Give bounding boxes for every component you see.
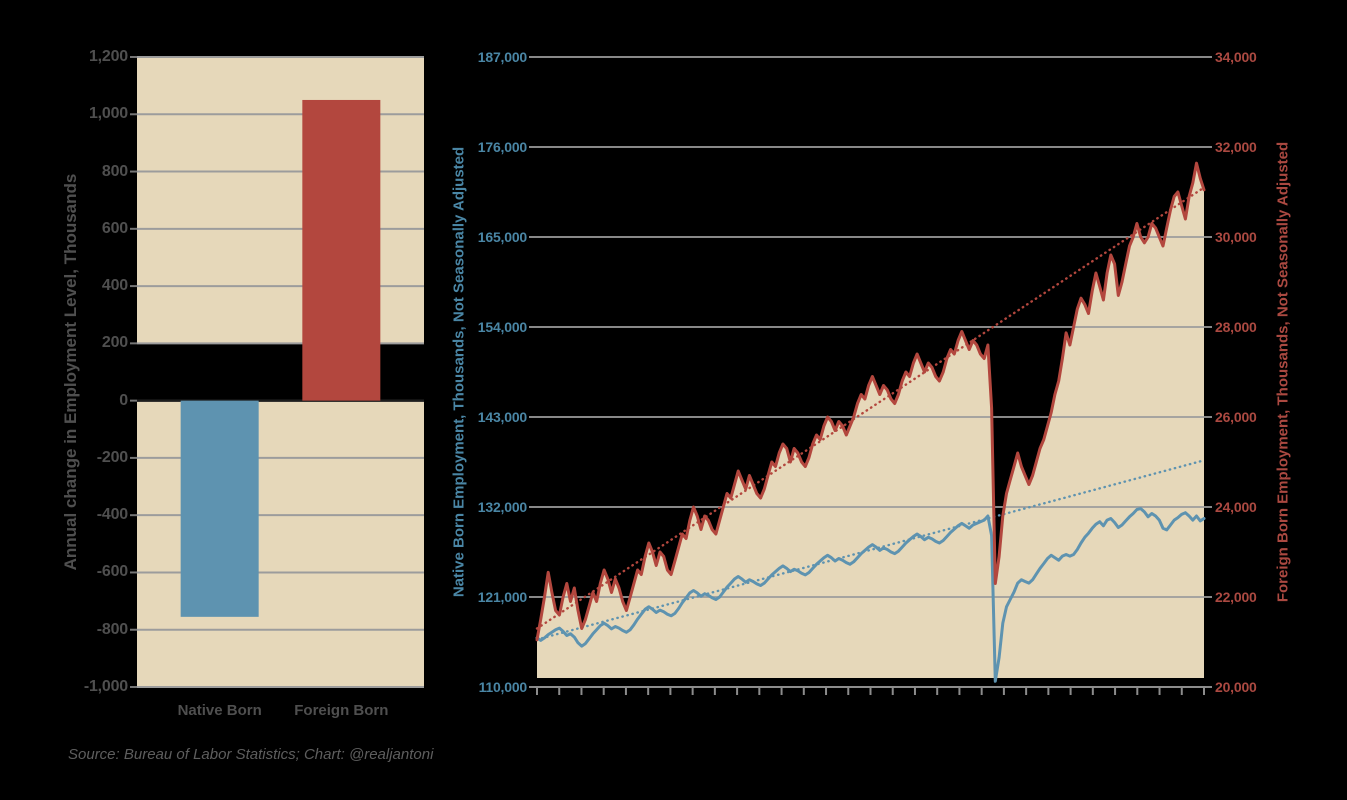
right-axis-tick-label: 28,000 [1215, 319, 1257, 335]
line-chart-left-axis-title: Native Born Employment, Thousands, Not S… [450, 146, 468, 598]
y-tick-label: -200 [96, 448, 128, 466]
right-axis-tick-label: 34,000 [1215, 49, 1257, 65]
y-tick-label: -800 [96, 620, 128, 638]
y-tick-label: 1,200 [88, 48, 128, 65]
y-tick-label: 1,000 [88, 105, 128, 123]
left-axis-tick-label: 143,000 [477, 409, 527, 425]
y-tick-label: 200 [101, 334, 128, 352]
source-note: Source: Bureau of Labor Statistics; Char… [68, 746, 434, 763]
y-tick-label: 800 [101, 162, 128, 180]
line-chart-right-axis-title: Foreign Born Employment, Thousands, Not … [1274, 141, 1292, 603]
right-axis-tick-label: 22,000 [1215, 589, 1257, 605]
y-tick-label: -600 [96, 563, 128, 581]
right-axis-tick-label: 32,000 [1215, 139, 1257, 155]
x-category-label: Foreign Born [294, 702, 389, 719]
y-tick-label: 400 [101, 277, 128, 295]
right-axis-tick-label: 24,000 [1215, 499, 1257, 515]
bar-foreign-born [302, 99, 381, 401]
left-axis-tick-label: 165,000 [477, 229, 527, 245]
annual-change-bar-chart [130, 56, 424, 688]
native-born-line [535, 507, 1206, 683]
plot-band [137, 57, 424, 344]
left-axis-tick-label: 176,000 [477, 139, 527, 155]
plot-band [137, 400, 424, 687]
foreign-born-area-fill [537, 163, 1204, 678]
y-tick-label: 600 [101, 219, 128, 237]
right-axis-tick-label: 26,000 [1215, 409, 1257, 425]
left-axis-tick-label: 121,000 [477, 589, 527, 605]
foreign-born-line [535, 161, 1206, 642]
left-axis-tick-label: 132,000 [477, 499, 527, 515]
right-axis-tick-label: 30,000 [1215, 229, 1257, 245]
y-tick-label: -400 [96, 506, 128, 524]
y-tick-label: -1,000 [83, 678, 128, 695]
x-category-label: Native Born [177, 702, 262, 719]
right-axis-tick-label: 20,000 [1215, 679, 1257, 695]
bar-native-born [180, 400, 259, 617]
employment-levels-line-chart [529, 56, 1212, 695]
foreign-born-trend-line [535, 186, 1206, 630]
left-axis-tick-label: 154,000 [477, 319, 527, 335]
y-tick-label: 0 [119, 391, 128, 409]
left-axis-tick-label: 110,000 [478, 679, 528, 695]
left-axis-tick-label: 187,000 [477, 49, 527, 65]
native-born-trend-line [535, 459, 1206, 641]
